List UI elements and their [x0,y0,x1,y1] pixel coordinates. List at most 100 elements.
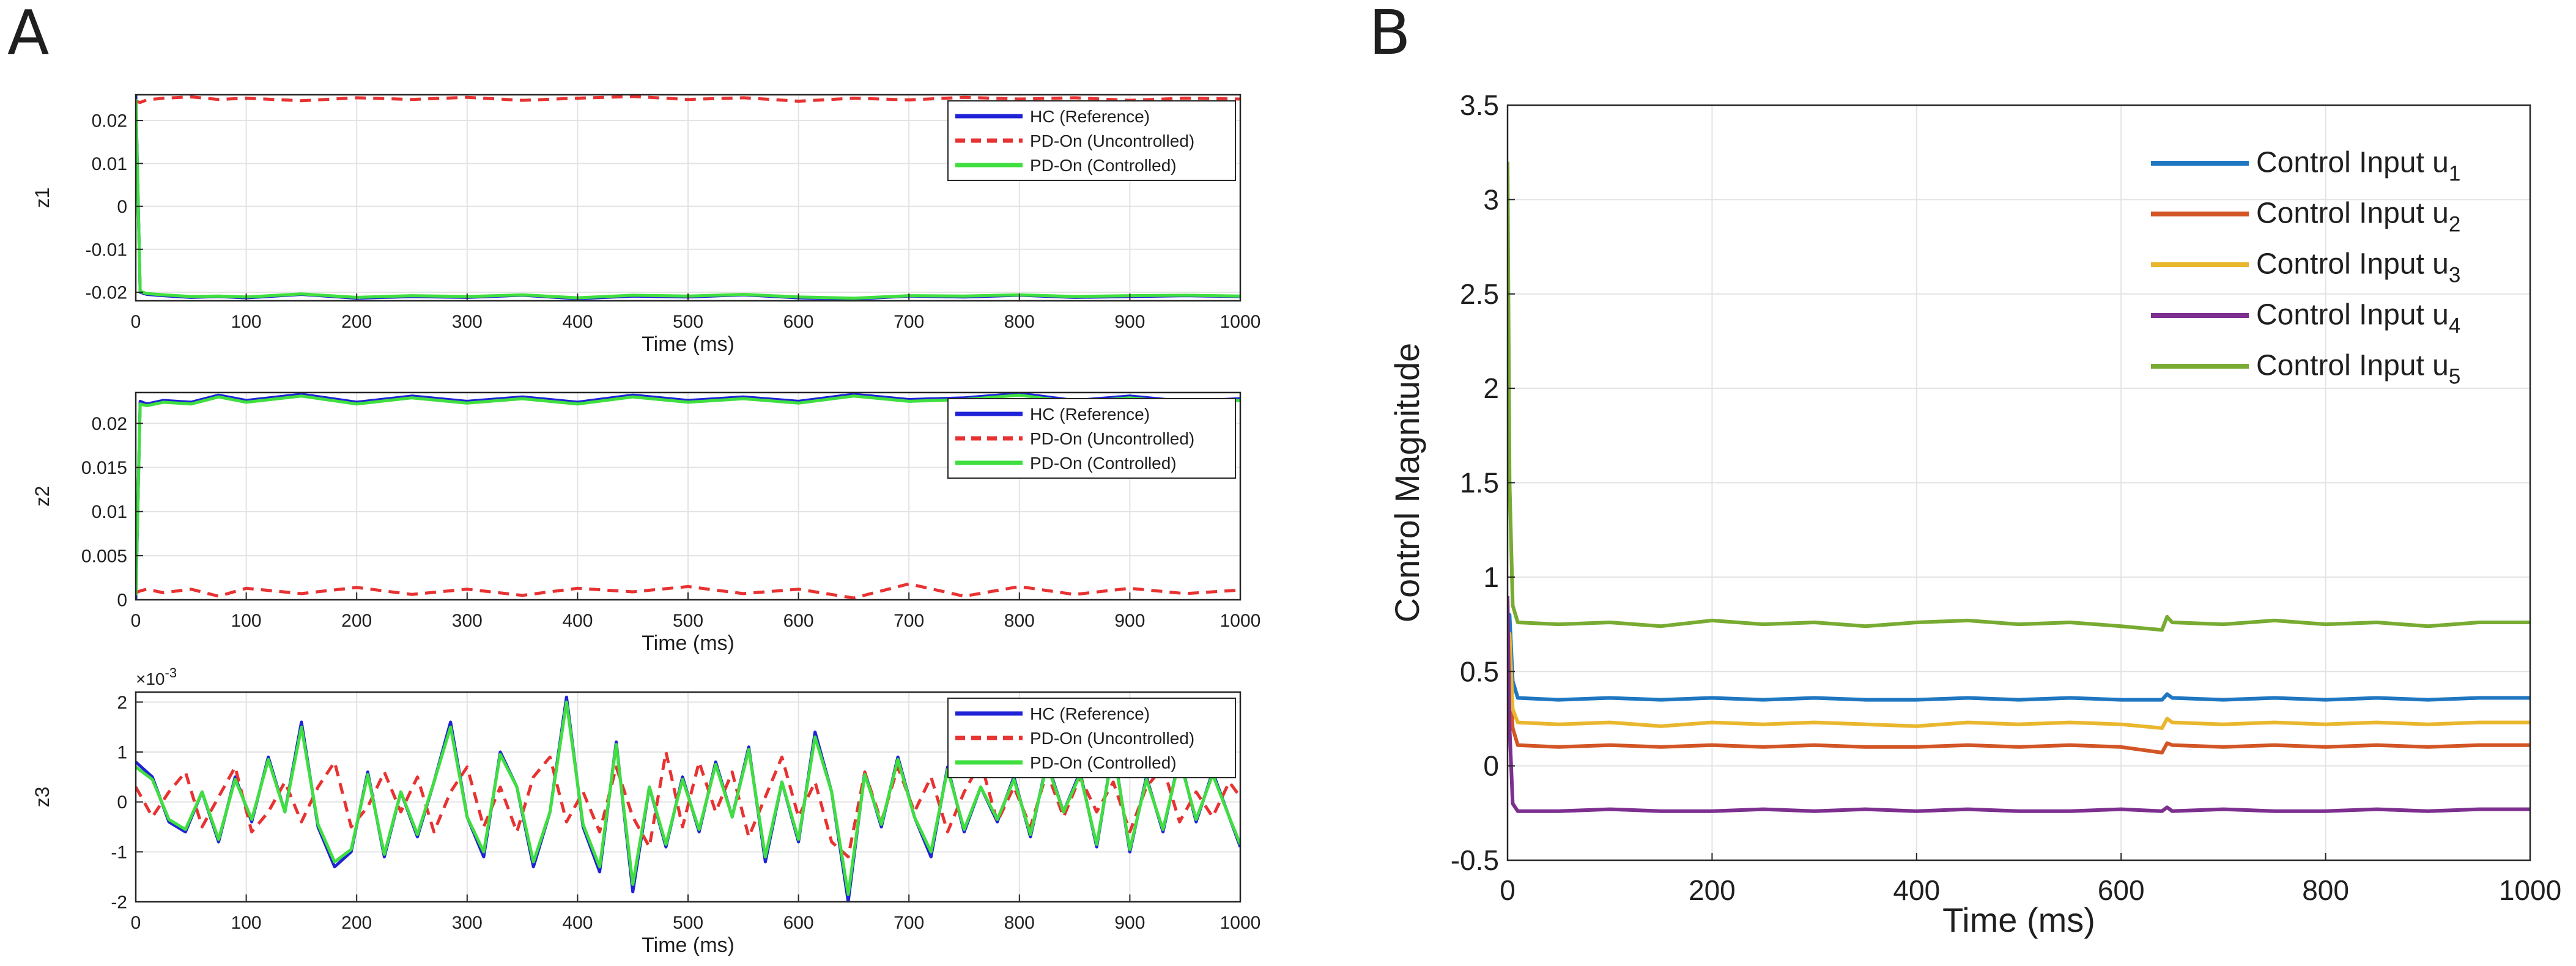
x-axis-label: Time (ms) [642,934,735,957]
x-tick-label: 500 [673,312,703,332]
y-tick-label: 0.5 [1460,655,1499,687]
y-tick-label: 0 [117,591,127,611]
panel-label-b: B [1369,0,1411,68]
series-line-u5 [1508,161,2530,632]
x-tick-label: 1000 [2499,874,2561,906]
x-tick-label: 200 [341,312,372,332]
series-line-uncontrolled [136,750,1240,858]
legend-subscript: 5 [2449,364,2460,388]
x-tick-label: 200 [1689,874,1736,906]
series-line-u1 [1508,613,2530,710]
legend-label: PD-On (Uncontrolled) [1030,131,1194,150]
legend-label: HC (Reference) [1030,405,1150,424]
panel-label-a: A [7,0,49,68]
chart-controls: 0 200 400 600 800 1000-0.500.511.522.533.5Tim… [1388,89,2561,939]
y-tick-label: 0 [117,197,127,217]
x-tick-label: 700 [894,611,924,631]
legend-subscript: 3 [2449,263,2460,287]
series-group [136,695,1240,902]
x-tick-label: 1000 [1220,312,1261,332]
y-tick-label: 0 [1483,750,1499,782]
x-tick-label: 800 [2302,874,2349,906]
y-axis-label: z2 [31,486,53,507]
x-axis-label: Time (ms) [642,632,735,655]
series-line-reference [136,393,1240,600]
x-tick-label: 400 [1893,874,1940,906]
y-tick-label: 1.5 [1460,467,1499,499]
x-tick-label: 500 [673,611,703,631]
y-tick-label: -0.01 [86,240,127,260]
x-tick-label: 100 [231,312,262,332]
x-tick-label: 600 [783,312,814,332]
series-line-controlled [136,393,1240,595]
x-tick-label: 1000 [1220,611,1261,631]
y-axis-label: z3 [31,787,53,808]
y-tick-label: -1 [111,842,127,863]
series-line-controlled [136,700,1240,896]
y-tick-label: 2 [1483,372,1499,404]
x-tick-label: 300 [452,913,483,933]
charts: 0 100 200 300 400 500 600 700 800 900 1000-0.02-0.… [31,89,2561,957]
y-axis-label: Control Magnitude [1388,343,1426,623]
y-tick-label: 2.5 [1460,278,1499,310]
y-tick-label: 1 [1483,561,1499,593]
series-line-uncontrolled [136,95,1240,105]
x-tick-label: 100 [231,913,262,933]
series-group [1508,161,2530,813]
x-tick-label: 200 [341,611,372,631]
y-tick-label: 0.01 [92,154,127,174]
y-tick-label: 3.5 [1460,89,1499,121]
x-tick-label: 800 [1004,913,1035,933]
x-tick-label: 100 [231,611,262,631]
x-tick-label: 400 [562,611,593,631]
x-tick-label: 900 [1114,913,1145,933]
y-exponent-power: -3 [165,665,177,680]
series-group [136,393,1240,600]
x-tick-label: 600 [783,913,814,933]
legend-label: HC (Reference) [1030,704,1150,723]
legend-label: PD-On (Controlled) [1030,454,1177,473]
x-tick-label: 1000 [1220,913,1261,933]
x-axis-label: Time (ms) [642,333,735,356]
y-tick-label: 2 [117,693,127,713]
y-tick-label: 1 [117,743,127,763]
y-tick-label: 3 [1483,183,1499,215]
chart-z2: 0 100 200 300 400 500 600 700 800 900 1000 0 0.005 0.… [31,391,1261,655]
x-tick-label: 800 [1004,312,1035,332]
y-tick-label: 0.02 [92,414,127,434]
y-tick-label: 0.01 [92,502,127,522]
legend-label: PD-On (Uncontrolled) [1030,429,1194,448]
y-tick-label: 0.02 [92,111,127,131]
legend-subscript: 1 [2449,161,2460,185]
y-tick-label: -0.02 [86,282,127,303]
y-tick-label: 0 [117,792,127,813]
x-tick-label: 400 [562,913,593,933]
x-tick-label: 600 [783,611,814,631]
x-tick-label: 700 [894,913,924,933]
x-tick-label: 0 [131,913,141,933]
y-tick-label: 0.005 [81,546,127,566]
series-line-u2 [1508,669,2530,754]
y-exponent-label: ×10-3 [136,665,177,688]
x-axis-label: Time (ms) [1942,901,2095,939]
legend-label: PD-On (Uncontrolled) [1030,729,1194,748]
x-tick-label: 300 [452,611,483,631]
x-tick-label: 700 [894,312,924,332]
x-tick-label: 300 [452,312,483,332]
y-tick-label: 0.015 [81,458,127,478]
x-tick-label: 400 [562,312,593,332]
x-tick-label: 0 [131,312,141,332]
series-line-u3 [1508,632,2530,730]
series-line-u4 [1508,595,2530,813]
legend-label: HC (Reference) [1030,107,1150,126]
legend-subscript: 4 [2449,314,2460,337]
x-tick-label: 200 [341,913,372,933]
x-tick-label: 0 [1500,874,1516,906]
y-axis-label: z1 [31,188,53,208]
x-tick-label: 900 [1114,312,1145,332]
legend-label: PD-On (Controlled) [1030,753,1177,772]
y-tick-label: -2 [111,893,127,913]
x-tick-label: 600 [2098,874,2145,906]
x-tick-label: 900 [1114,611,1145,631]
